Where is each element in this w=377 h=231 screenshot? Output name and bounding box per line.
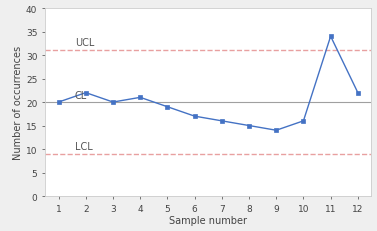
Text: UCL: UCL — [75, 37, 94, 47]
Y-axis label: Number of occurrences: Number of occurrences — [13, 46, 23, 159]
Text: CL: CL — [75, 90, 87, 100]
Text: LCL: LCL — [75, 142, 93, 152]
X-axis label: Sample number: Sample number — [169, 216, 247, 225]
